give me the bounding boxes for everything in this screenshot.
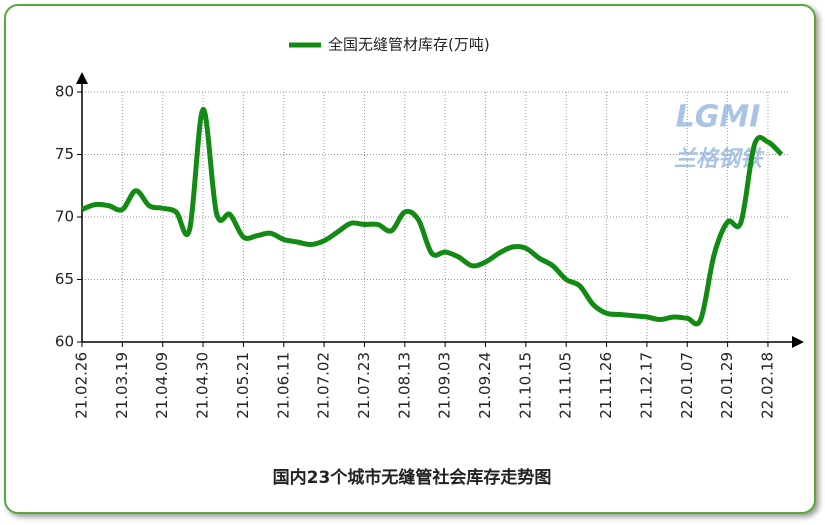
x-tick-label: 22.01.29 xyxy=(718,352,736,419)
x-tick-label: 21.10.15 xyxy=(516,352,534,419)
y-tick-label: 60 xyxy=(55,333,74,351)
x-tick-label: 21.12.17 xyxy=(637,352,655,419)
x-tick-label: 21.04.09 xyxy=(153,352,171,419)
x-tick-label: 21.04.30 xyxy=(194,352,212,419)
y-axis-arrow xyxy=(76,72,88,84)
x-tick-label: 21.09.24 xyxy=(476,352,494,419)
x-tick-label: 21.03.19 xyxy=(113,352,131,419)
y-tick-label: 65 xyxy=(55,270,74,288)
y-tick-label: 75 xyxy=(55,145,74,163)
chart-title: 国内23个城市无缝管社会库存走势图 xyxy=(273,467,552,488)
x-tick-label: 21.09.03 xyxy=(436,352,454,419)
x-tick-label: 21.08.13 xyxy=(395,352,413,419)
x-tick-label: 21.07.02 xyxy=(315,352,333,419)
legend-label: 全国无缝管材库存(万吨) xyxy=(328,36,490,54)
x-tick-label: 21.07.23 xyxy=(355,352,373,419)
x-tick-label: 22.01.07 xyxy=(678,352,696,419)
y-tick-label: 80 xyxy=(55,83,74,101)
watermark: LGMI xyxy=(676,100,761,135)
x-tick-label: 21.11.05 xyxy=(557,352,575,419)
y-tick-label: 70 xyxy=(55,208,74,226)
x-tick-label: 21.06.11 xyxy=(274,352,292,419)
data-line xyxy=(81,106,784,327)
x-axis-arrow xyxy=(792,336,804,348)
x-tick-label: 21.05.21 xyxy=(234,352,252,419)
x-tick-label: 21.02.26 xyxy=(73,352,91,419)
x-tick-label: 22.02.18 xyxy=(758,352,776,419)
x-tick-label: 21.11.26 xyxy=(597,352,615,419)
chart-frame xyxy=(4,4,816,514)
